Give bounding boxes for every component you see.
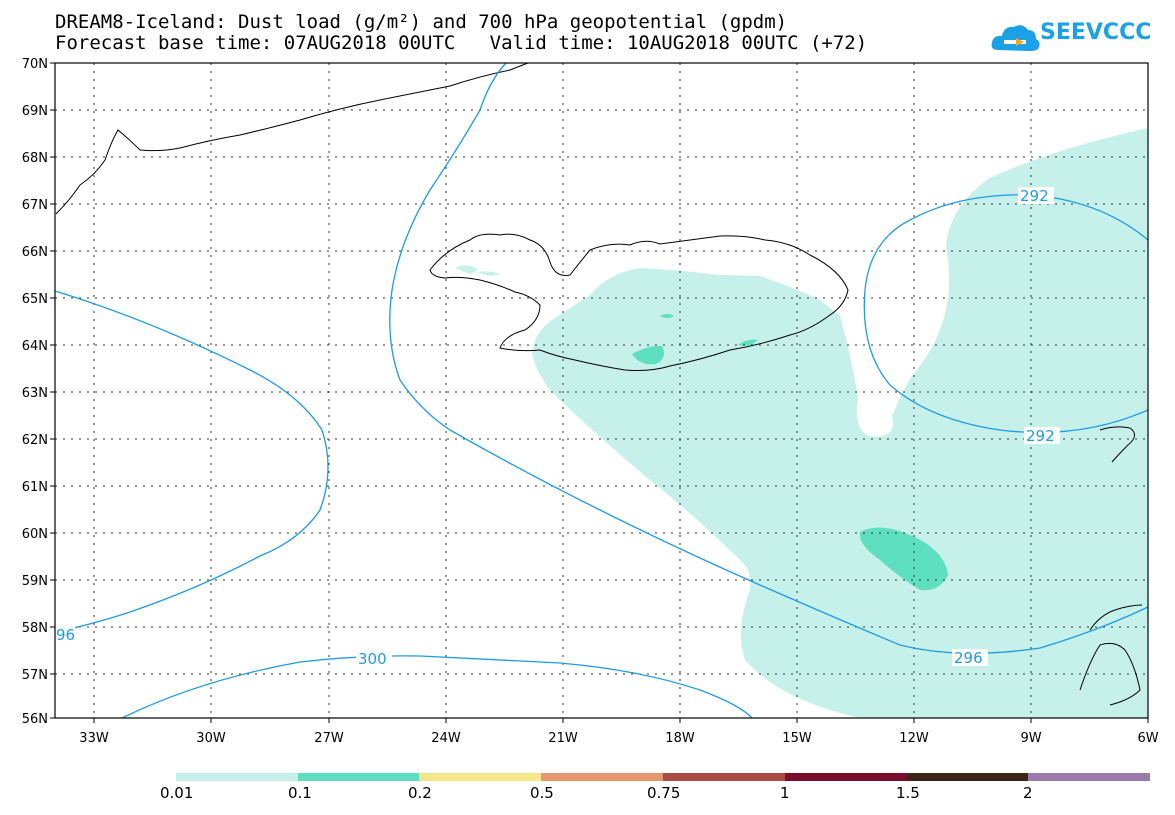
- lat-label-61n: 61N: [22, 480, 48, 495]
- contour-label-300: 300: [358, 650, 387, 668]
- tick-marks: [50, 62, 1149, 723]
- dust-field-mid-iceland-3: [738, 339, 758, 346]
- lat-label-60n: 60N: [22, 527, 48, 542]
- dust-field-low-west: [455, 265, 478, 274]
- colorbar-segment-3: [419, 773, 541, 781]
- contour-label-296: 296: [954, 649, 983, 667]
- greenland-coast: [55, 62, 529, 215]
- map-gridlines: [55, 63, 1148, 718]
- colorbar-segment-6: [785, 773, 907, 781]
- colorbar-label: 0.2: [408, 784, 432, 802]
- lat-label-70n: 70N: [22, 57, 48, 72]
- map-subtitle: Forecast base time: 07AUG2018 00UTC Vali…: [55, 32, 868, 54]
- colorbar-label: 1: [780, 784, 790, 802]
- lon-label-33w: 33W: [79, 731, 109, 746]
- contour-296-west: [54, 290, 329, 633]
- colorbar-label: 2: [1023, 784, 1033, 802]
- contour-label-292-south: 292: [1026, 427, 1055, 445]
- lat-label-64n: 64N: [22, 339, 48, 354]
- dust-field-mid-iceland-2: [660, 314, 674, 318]
- contour-label-292-north: 292: [1020, 187, 1049, 205]
- lat-label-62n: 62N: [22, 433, 48, 448]
- dust-field-mid-iceland: [632, 345, 664, 365]
- lon-label-9w: 9W: [1020, 731, 1041, 746]
- lat-label-68n: 68N: [22, 151, 48, 166]
- lon-label-21w: 21W: [548, 731, 578, 746]
- contour-main: [389, 62, 1149, 654]
- colorbar-segment-1: [176, 773, 298, 781]
- faroe-shetland-coast: [1099, 426, 1135, 463]
- lat-label-65n: 65N: [22, 292, 48, 307]
- colorbar-segment-7: [907, 773, 1028, 781]
- map-frame: [54, 62, 1149, 719]
- coastlines: [55, 62, 1143, 706]
- lat-label-59n: 59N: [22, 574, 48, 589]
- colorbar-segment-4: [541, 773, 663, 781]
- contour-label-bg: [1018, 187, 1054, 204]
- contour-label-296-west: 96: [56, 626, 75, 644]
- lon-label-18w: 18W: [665, 731, 695, 746]
- dust-field-low-nw: [476, 271, 500, 276]
- logo-text: SEEVCCC: [1040, 20, 1152, 45]
- dust-field-mid-south: [859, 527, 948, 591]
- lat-label-63n: 63N: [22, 386, 48, 401]
- lon-label-27w: 27W: [314, 731, 344, 746]
- lat-label-66n: 66N: [22, 245, 48, 260]
- lat-label-67n: 67N: [22, 198, 48, 213]
- lon-label-24w: 24W: [431, 731, 461, 746]
- map-title: DREAM8-Iceland: Dust load (g/m²) and 700…: [55, 11, 788, 33]
- colorbar-segment-8: [1028, 773, 1150, 781]
- colorbar-label: 0.5: [530, 784, 554, 802]
- lon-label-30w: 30W: [196, 731, 226, 746]
- iceland-coast: [429, 233, 849, 371]
- colorbar-label: 0.75: [647, 784, 681, 802]
- lat-label-56n: 56N: [22, 712, 48, 727]
- colorbar-label: 1.5: [896, 784, 920, 802]
- lat-label-69n: 69N: [22, 104, 48, 119]
- colorbar-segment-2: [298, 773, 419, 781]
- scotland-coast: [1079, 604, 1143, 706]
- lon-label-6w: 6W: [1137, 731, 1158, 746]
- lon-label-12w: 12W: [899, 731, 929, 746]
- lat-label-58n: 58N: [22, 621, 48, 636]
- colorbar-label: 0.01: [160, 784, 194, 802]
- dust-field-low: [532, 128, 1148, 718]
- colorbar-label: 0.1: [288, 784, 312, 802]
- lat-label-57n: 57N: [22, 668, 48, 683]
- colorbar-segment-5: [663, 773, 785, 781]
- contour-300: [121, 655, 753, 719]
- lon-label-15w: 15W: [782, 731, 812, 746]
